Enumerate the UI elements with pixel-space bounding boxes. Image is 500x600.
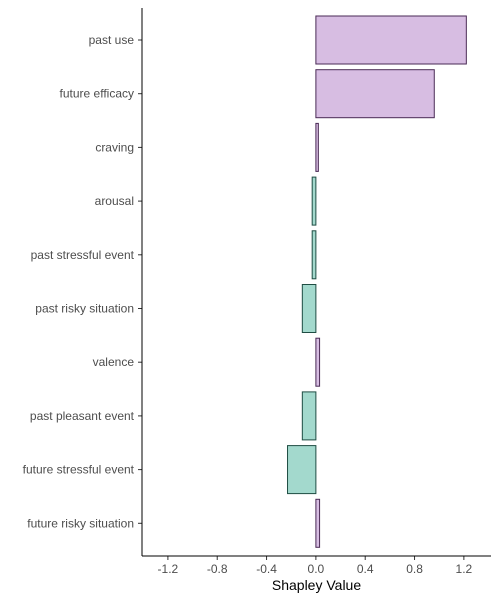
bar-past-stressful-event: [311, 230, 317, 280]
x-tick-label: 0.4: [357, 562, 374, 576]
x-ticks-group: -1.2 -0.8 -0.4 0.0 0.4 0.8 1.2: [158, 556, 473, 576]
x-tick-label: 0.0: [308, 562, 325, 576]
category-label: arousal: [95, 194, 134, 208]
category-label: past use: [89, 33, 135, 47]
category-label: future efficacy: [60, 87, 134, 101]
category-label: past pleasant event: [30, 409, 135, 423]
category-label: past stressful event: [31, 248, 135, 262]
category-label: past risky situation: [35, 302, 134, 316]
bar-future-efficacy: [315, 69, 435, 119]
x-tick-label: 1.2: [456, 562, 473, 576]
bar-future-stressful-event: [287, 445, 317, 495]
bar-past-pleasant-event: [301, 391, 317, 441]
bars-group: [287, 15, 467, 548]
category-label: future stressful event: [23, 463, 135, 477]
x-tick-label: -0.4: [256, 562, 277, 576]
category-labels-group: past use future efficacy craving arousal pas…: [23, 33, 142, 530]
category-label: craving: [95, 140, 134, 154]
x-tick-label: -0.8: [207, 562, 228, 576]
x-axis-title: Shapley Value: [272, 577, 361, 593]
x-tick-label: 0.8: [406, 562, 423, 576]
bar-valence: [315, 337, 321, 387]
bar-past-use: [315, 15, 467, 65]
x-tick-label: -1.2: [158, 562, 179, 576]
bar-past-risky-situation: [301, 284, 317, 333]
bar-future-risky-situation: [315, 498, 321, 548]
category-label: future risky situation: [27, 516, 134, 530]
bar-craving: [315, 122, 319, 172]
category-label: valence: [93, 355, 135, 369]
bar-arousal: [311, 176, 317, 226]
